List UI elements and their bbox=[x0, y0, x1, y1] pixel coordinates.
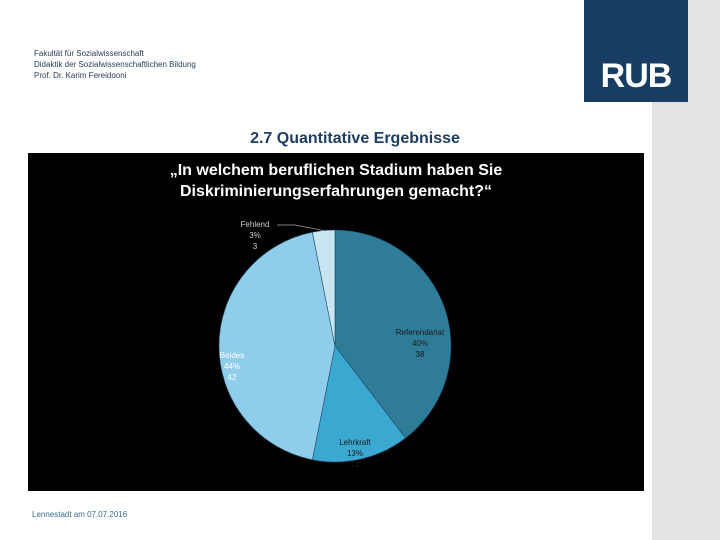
slice-percent: 3% bbox=[249, 231, 261, 240]
slice-category: Fehlend bbox=[241, 220, 270, 229]
pie-slice bbox=[312, 345, 407, 463]
slice-percent: 13% bbox=[347, 449, 363, 458]
pie-slice bbox=[334, 229, 452, 439]
slice-value: 13 bbox=[351, 460, 360, 469]
slice-category: Lehrkraft bbox=[339, 438, 371, 447]
logo: RUB bbox=[584, 0, 688, 102]
slice-category: Beides bbox=[220, 351, 244, 360]
chart-title: „In welchem beruflichen Stadium haben Si… bbox=[169, 162, 503, 200]
slice-percent: 44% bbox=[224, 362, 240, 371]
slide-title: 2.7 Quantitative Ergebnisse bbox=[250, 130, 460, 147]
footer: Lennestadt am 07.07.2016 bbox=[32, 510, 128, 519]
pie-slice bbox=[218, 231, 336, 461]
leader-line bbox=[277, 224, 324, 231]
header: Fakultät für Sozialwissenschaft Didaktik… bbox=[34, 48, 196, 81]
header-line: Fakultät für Sozialwissenschaft bbox=[34, 49, 144, 58]
slice-category: Referendariat bbox=[396, 328, 445, 337]
chart: Referendariat 40% 38 Lehrkraft 13% 13 Beides 44… bbox=[28, 153, 644, 491]
header-line: Prof. Dr. Karim Fereidooni bbox=[34, 71, 127, 80]
slice-percent: 40% bbox=[412, 339, 428, 348]
slice-value: 3 bbox=[253, 242, 258, 251]
pie-slice bbox=[312, 229, 336, 347]
slice-value: 38 bbox=[416, 350, 425, 359]
header-line: Didaktik der Sozialwissenschaftlichen Bi… bbox=[34, 60, 196, 69]
slice-value: 42 bbox=[228, 373, 237, 382]
